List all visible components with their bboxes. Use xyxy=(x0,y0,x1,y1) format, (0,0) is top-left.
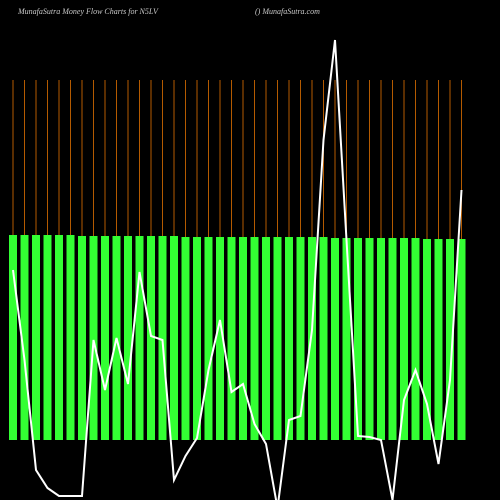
bar xyxy=(239,237,247,440)
bar xyxy=(158,236,167,440)
bar xyxy=(354,238,362,440)
bar xyxy=(78,236,86,440)
bar xyxy=(331,238,339,440)
bar xyxy=(216,237,224,440)
bar xyxy=(285,237,293,440)
bar xyxy=(296,237,305,440)
bar xyxy=(423,239,431,440)
chart-title: MunafaSutra Money Flow Charts for N5LV xyxy=(17,7,159,16)
bar xyxy=(147,236,155,440)
bar xyxy=(181,237,190,440)
bar xyxy=(20,235,29,440)
bar xyxy=(193,237,201,440)
bar xyxy=(101,236,109,440)
bar xyxy=(457,239,466,440)
bar xyxy=(135,236,144,440)
bar xyxy=(319,237,328,440)
bar xyxy=(43,235,52,440)
bar xyxy=(227,237,236,440)
bar xyxy=(388,238,397,440)
plot-area xyxy=(9,39,466,500)
chart-subtitle: () MunafaSutra.com xyxy=(255,7,320,16)
bar xyxy=(446,239,454,440)
money-flow-line xyxy=(12,39,463,500)
bar xyxy=(342,238,351,440)
bar xyxy=(377,238,385,440)
bar xyxy=(262,237,270,440)
bar xyxy=(89,236,98,440)
bar xyxy=(32,235,40,440)
bar xyxy=(55,235,63,440)
bar xyxy=(170,236,178,440)
bar xyxy=(400,238,408,440)
bar xyxy=(273,237,282,440)
bar xyxy=(124,236,132,440)
bar xyxy=(308,237,316,440)
bar xyxy=(434,239,443,440)
bar xyxy=(365,238,374,440)
bar xyxy=(250,237,259,440)
bar xyxy=(411,238,420,440)
bar xyxy=(9,235,17,440)
bar xyxy=(66,235,75,440)
bar xyxy=(204,237,213,440)
